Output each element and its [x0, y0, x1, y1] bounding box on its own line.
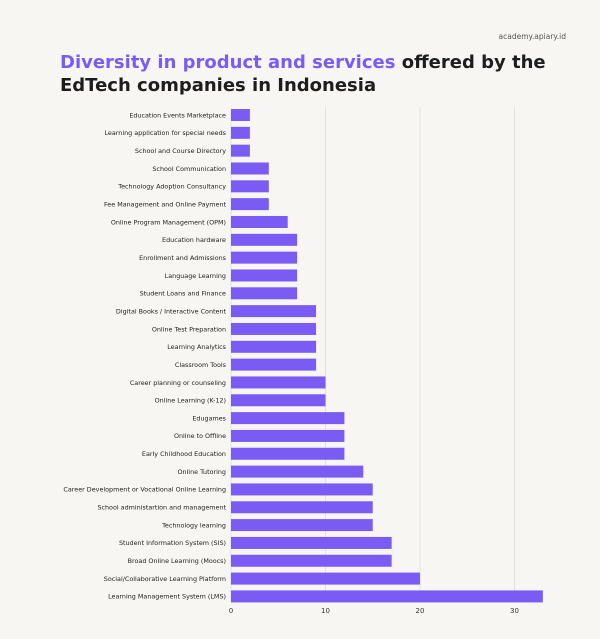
category-label: School Communication [152, 165, 226, 173]
x-tick-label: 20 [416, 607, 425, 615]
category-label: Broad Online Learning (Moocs) [128, 557, 226, 565]
bar [231, 554, 392, 567]
chart-title: Diversity in product and services offere… [60, 51, 560, 97]
category-label: Social/Collaborative Learning Platform [104, 575, 226, 583]
category-label: Fee Management and Online Payment [104, 200, 227, 208]
bar [231, 412, 345, 425]
category-label: Learning Analytics [167, 343, 226, 351]
category-label: Language Learning [165, 272, 226, 280]
category-label: Online Learning (K-12) [155, 397, 226, 405]
category-label: Online Test Preparation [152, 325, 226, 333]
chart-title-accent: Diversity in product and services [60, 52, 396, 73]
bar [231, 287, 298, 300]
bar [231, 198, 269, 211]
bar [231, 251, 298, 264]
bar [231, 536, 392, 549]
bar [231, 109, 250, 121]
category-label: Student Information System (SIS) [119, 539, 226, 547]
bar [231, 322, 317, 335]
category-label: Education Events Marketplace [129, 111, 226, 119]
category-label: Technology learning [161, 521, 226, 529]
category-label: Classroom Tools [175, 361, 227, 369]
bar [231, 215, 288, 228]
category-label: School administartion and management [97, 504, 226, 512]
category-label: Career planning or counseling [130, 379, 226, 387]
category-label: Learning application for special needs [104, 129, 226, 137]
bar [231, 126, 250, 139]
bar [231, 144, 250, 157]
bar [231, 519, 373, 532]
bar [231, 447, 345, 460]
category-label: Edugames [192, 414, 226, 422]
category-label: Career Development or Vocational Online … [63, 486, 226, 494]
bar [231, 483, 373, 496]
category-label: Early Childhood Education [142, 450, 226, 458]
category-label: Online Tutoring [177, 468, 226, 476]
category-label: School and Course Directory [135, 147, 226, 155]
x-tick-label: 10 [321, 607, 330, 615]
bar [231, 376, 326, 389]
bar [231, 233, 298, 246]
bar [231, 162, 269, 175]
bar [231, 305, 317, 318]
bar [231, 465, 364, 478]
bar [231, 394, 326, 407]
bar [231, 180, 269, 193]
x-tick-label: 30 [510, 607, 519, 615]
category-label: Digital Books / Interactive Content [116, 307, 227, 315]
source-label: academy.apiary.id [498, 32, 566, 41]
bar [231, 358, 317, 371]
category-label: Learning Management System (LMS) [108, 593, 226, 601]
bar [231, 269, 298, 282]
category-label: Education hardware [162, 236, 226, 244]
category-label: Technology Adoption Consultancy [117, 183, 226, 191]
x-tick-label: 0 [229, 607, 233, 615]
bar [231, 572, 420, 585]
category-label: Online Program Management (OPM) [111, 218, 226, 226]
bar [231, 501, 373, 514]
bar [231, 429, 345, 442]
category-label: Online to Offline [174, 432, 226, 440]
category-label: Enrollment and Admissions [139, 254, 227, 262]
bar [231, 340, 317, 353]
category-label: Student Loans and Finance [140, 290, 226, 298]
chart-title-rest: offered by the EdTech companies in Indon… [60, 52, 546, 96]
bar [231, 590, 543, 603]
